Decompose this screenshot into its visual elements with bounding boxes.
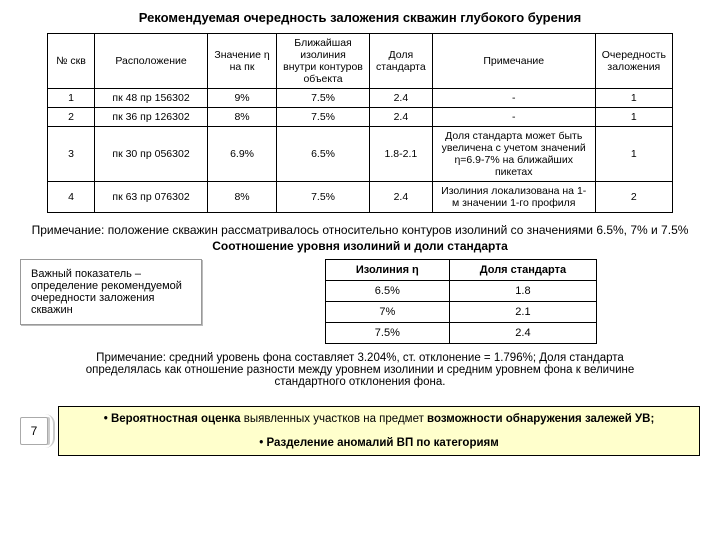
page-number: 7 (20, 417, 48, 445)
footer-text-1: выявленных участков на предмет (241, 413, 427, 425)
table-row: 4пк 63 пр 0763028%7.5%2.4Изолиния локали… (48, 182, 673, 213)
page-title: Рекомендуемая очередность заложения сква… (20, 10, 700, 25)
col-num: № скв (48, 34, 95, 89)
table-row: 6.5%1.8 (325, 281, 596, 302)
table-row: 2пк 36 пр 1263028%7.5%2.4-1 (48, 108, 673, 127)
col-value: Значение η на пк (208, 34, 277, 89)
main-table: № скв Расположение Значение η на пк Ближ… (47, 33, 673, 213)
col-share: Доля стандарта (370, 34, 433, 89)
note-1: Примечание: положение скважин рассматрив… (20, 223, 700, 237)
col-note: Примечание (432, 34, 595, 89)
footer-bold-3: • Разделение аномалий ВП по категориям (259, 437, 499, 449)
table-row: 7%2.1 (325, 302, 596, 323)
note-2: Примечание: средний уровень фона составл… (60, 352, 660, 388)
col-location: Расположение (95, 34, 208, 89)
footer-bold-1: • Вероятностная оценка (104, 413, 241, 425)
footer-highlight-box: • Вероятностная оценка выявленных участк… (58, 406, 700, 456)
footer-bold-2: возможности обнаружения залежей УВ; (427, 413, 654, 425)
subtitle: Соотношение уровня изолиний и доли станд… (20, 239, 700, 253)
ratio-table: Изолиния η Доля стандарта 6.5%1.8 7%2.1 … (325, 259, 597, 344)
table-header-row: Изолиния η Доля стандарта (325, 260, 596, 281)
table-row: 7.5%2.4 (325, 323, 596, 344)
table-header-row: № скв Расположение Значение η на пк Ближ… (48, 34, 673, 89)
col-order: Очередность заложения (595, 34, 672, 89)
col-isoline: Ближайшая изолиния внутри контуров объек… (277, 34, 370, 89)
table-row: 1пк 48 пр 1563029%7.5%2.4-1 (48, 89, 673, 108)
table-row: 3пк 30 пр 0563026.9%6.5%1.8-2.1Доля стан… (48, 127, 673, 182)
side-note-box: Важный показатель – определение рекоменд… (20, 259, 202, 325)
